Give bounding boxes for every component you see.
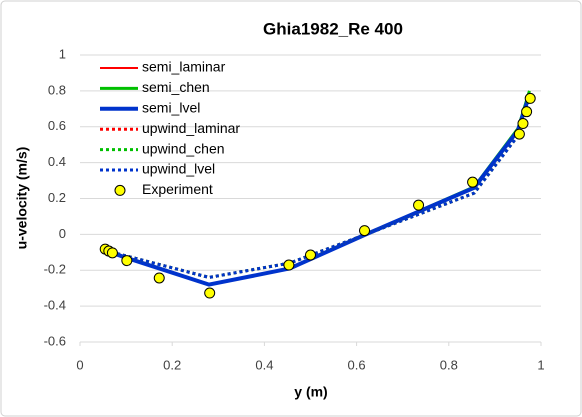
data-point xyxy=(359,225,371,237)
y-tick-label: 1 xyxy=(59,46,66,61)
y-tick-label: 0 xyxy=(59,226,66,241)
data-point xyxy=(521,106,533,118)
chart-title: Ghia1982_Re 400 xyxy=(263,19,403,38)
data-point xyxy=(305,249,316,261)
data-point xyxy=(121,255,133,267)
x-tick-label: 0.4 xyxy=(255,357,273,372)
y-axis-title: u-velocity (m/s) xyxy=(14,147,30,250)
legend-label: upwind_lvel xyxy=(142,161,215,177)
data-point xyxy=(513,128,525,140)
legend-label: semi_lvel xyxy=(142,100,200,116)
x-axis-title: y (m) xyxy=(294,384,327,400)
x-tick-label: 0.6 xyxy=(348,357,366,372)
legend-label: semi_laminar xyxy=(142,59,226,75)
data-point xyxy=(517,118,529,130)
legend-label: upwind_chen xyxy=(142,140,225,156)
data-point xyxy=(106,247,118,259)
data-point xyxy=(283,259,295,271)
data-point xyxy=(204,287,216,299)
data-point xyxy=(153,272,165,284)
legend-label: upwind_laminar xyxy=(142,120,240,136)
y-tick-label: -0.6 xyxy=(44,333,66,348)
y-tick-label: 0.4 xyxy=(48,154,66,169)
series-line xyxy=(104,97,531,279)
data-point xyxy=(467,176,479,188)
legend-label: semi_chen xyxy=(142,79,210,95)
x-tick-label: 0.8 xyxy=(440,357,458,372)
x-tick-label: 0 xyxy=(76,357,83,372)
data-point xyxy=(413,199,425,211)
x-tick-label: 0.2 xyxy=(163,357,181,372)
y-tick-label: -0.4 xyxy=(44,298,66,313)
y-tick-label: -0.2 xyxy=(44,262,66,277)
x-tick-label: 1 xyxy=(537,357,544,372)
series-line xyxy=(104,93,532,287)
y-tick-label: 0.2 xyxy=(48,190,66,205)
y-tick-label: 0.6 xyxy=(48,118,66,133)
legend-marker xyxy=(114,184,126,196)
y-tick-label: 0.8 xyxy=(48,82,66,97)
data-point xyxy=(524,92,536,104)
legend-label: Experiment xyxy=(142,181,213,197)
